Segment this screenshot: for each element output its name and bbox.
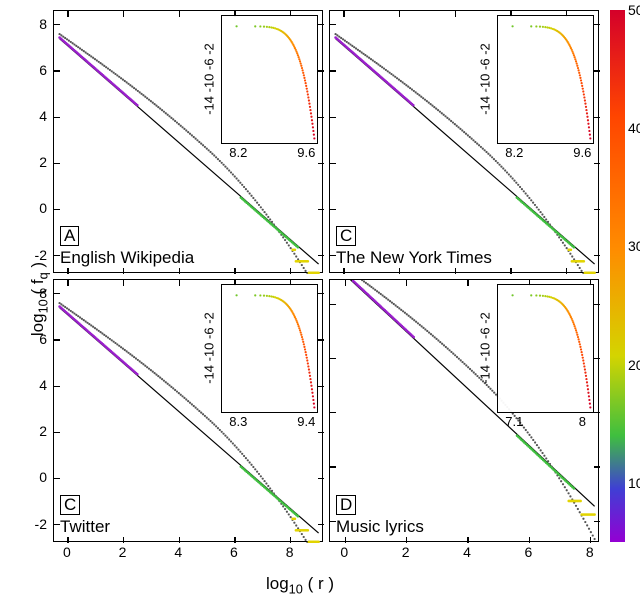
x-tick-label: 4: [463, 544, 471, 560]
inset-y-ticks: -14 -10 -6 -2: [201, 313, 216, 385]
y-tick-label: 0: [39, 200, 47, 216]
panel-subtitle: Music lyrics: [336, 517, 424, 537]
panel-letter: D: [336, 495, 356, 515]
y-tick-label: 0: [39, 469, 47, 485]
inset-y-ticks: -14 -10 -6 -2: [201, 44, 216, 116]
panel-subtitle: The New York Times: [336, 248, 492, 268]
y-tick-label: -2: [35, 516, 47, 532]
inset-x-tick: 8.2: [229, 145, 247, 160]
panel-a: -14 -10 -6 -2 8.2 9.6 AEnglish Wikipedia: [53, 10, 323, 273]
x-tick-label: 0: [340, 544, 348, 560]
x-tick-label: 2: [402, 544, 410, 560]
colorbar-tick-label: 10: [628, 475, 640, 491]
inset-y-ticks: -14 -10 -6 -2: [477, 44, 492, 116]
panel-subtitle: Twitter: [60, 517, 110, 537]
inset-plot: [221, 15, 318, 144]
y-tick-label: 4: [39, 377, 47, 393]
panel-letter: A: [60, 226, 79, 246]
inset-plot: [497, 284, 594, 413]
x-tick-label: 2: [119, 544, 127, 560]
inset-y-ticks: -14 -10 -6 -2: [477, 313, 492, 385]
x-axis-label: log10 ( r ): [266, 574, 334, 596]
x-tick-label: 8: [586, 544, 594, 560]
x-tick-label: 0: [63, 544, 71, 560]
x-tick-label: 6: [230, 544, 238, 560]
inset-x-tick: 8.3: [229, 414, 247, 429]
y-tick-label: 8: [39, 16, 47, 32]
colorbar-tick-label: 20: [628, 357, 640, 373]
panel-c: -14 -10 -6 -2 8.3 9.4 CTwitter: [53, 279, 323, 542]
x-tick-label: 4: [174, 544, 182, 560]
colorbar-tick-label: 50: [628, 2, 640, 18]
inset-plot: [221, 284, 318, 413]
y-tick-label: -2: [35, 247, 47, 263]
panel-letter: C: [336, 226, 356, 246]
y-tick-label: 8: [39, 285, 47, 301]
panel-subtitle: English Wikipedia: [60, 248, 194, 268]
inset-x-tick: 7.1: [505, 414, 523, 429]
inset-x-tick: 9.6: [573, 145, 591, 160]
panel-c: -14 -10 -6 -2 8.2 9.6 CThe New York Times: [329, 10, 599, 273]
inset-x-tick: 8: [579, 414, 586, 429]
y-tick-label: 2: [39, 423, 47, 439]
colorbar-tick-label: 40: [628, 120, 640, 136]
inset-x-tick: 9.4: [297, 414, 315, 429]
inset-x-tick: 9.6: [297, 145, 315, 160]
panel-letter: C: [60, 495, 80, 515]
y-tick-label: 6: [39, 62, 47, 78]
panel-d: -14 -10 -6 -2 7.1 8 DMusic lyrics: [329, 279, 599, 542]
colorbar-tick-label: 30: [628, 238, 640, 254]
x-tick-label: 6: [525, 544, 533, 560]
colorbar: [610, 10, 625, 542]
inset-x-tick: 8.2: [505, 145, 523, 160]
y-tick-label: 6: [39, 331, 47, 347]
figure-root: log10 ( fq ) log10 ( r ) -14 -10 -6 -28.…: [0, 0, 640, 598]
y-tick-label: 2: [39, 154, 47, 170]
y-tick-label: 4: [39, 108, 47, 124]
inset-plot: [497, 15, 594, 144]
x-tick-label: 8: [286, 544, 294, 560]
